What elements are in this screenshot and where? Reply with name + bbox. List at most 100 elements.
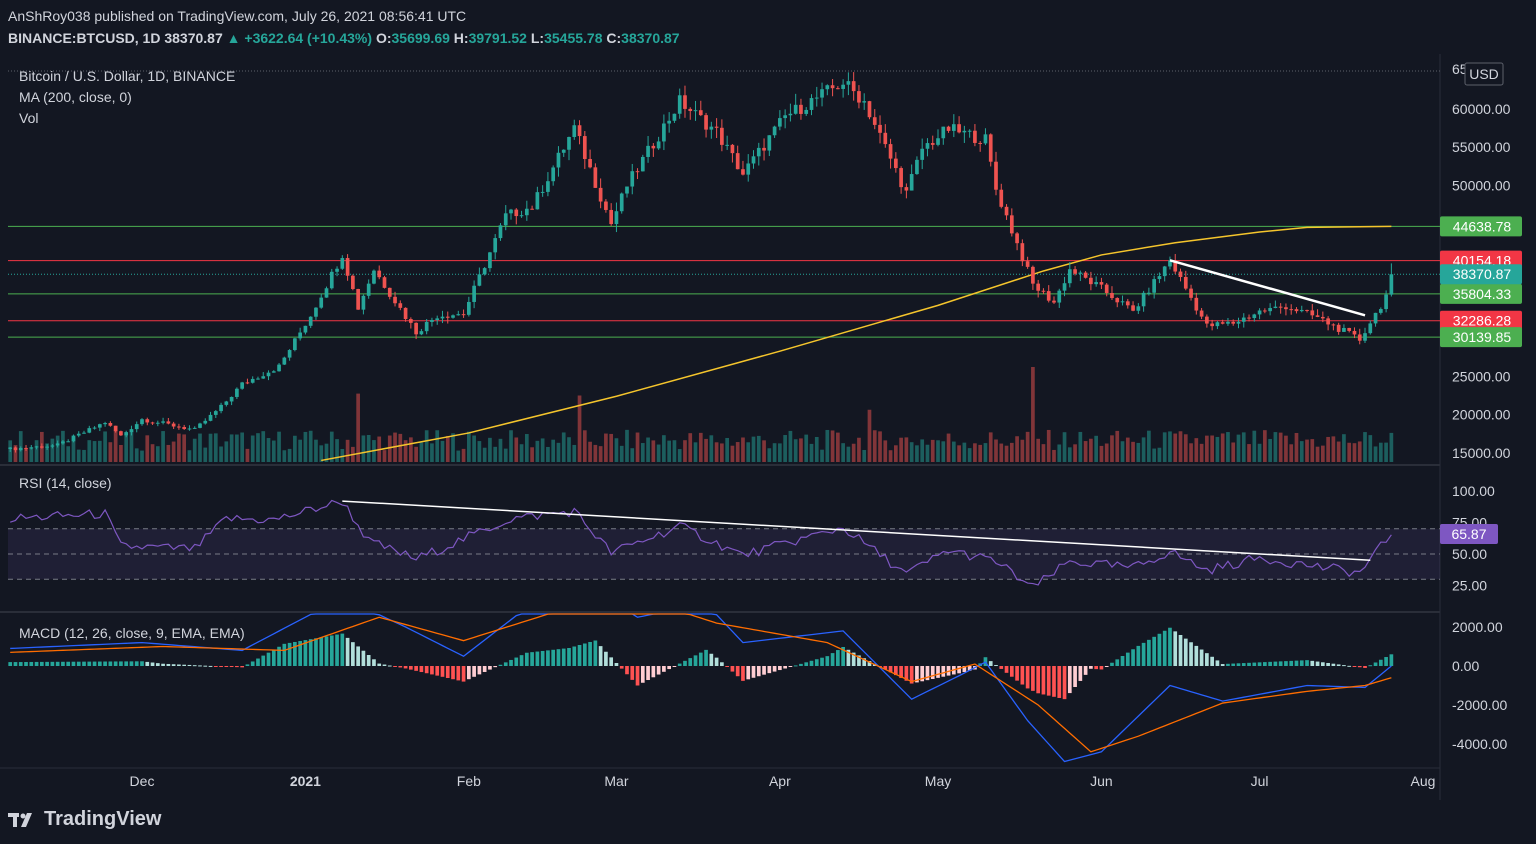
volume-bar [166, 444, 171, 462]
candle-body [625, 186, 629, 194]
macd-histogram-bar [1115, 659, 1120, 666]
volume-bar [646, 437, 650, 462]
candle-body [925, 143, 930, 149]
macd-histogram-bar [893, 666, 898, 676]
macd-histogram-bar [967, 666, 972, 671]
volume-bar [108, 442, 113, 462]
candle-body [182, 427, 187, 429]
candle-body [324, 288, 329, 298]
candle-body [282, 357, 287, 365]
candle-body [851, 81, 856, 92]
volume-bar [904, 437, 909, 462]
candle-body [983, 134, 988, 144]
macd-histogram-bar [567, 648, 571, 666]
volume-bar [314, 439, 318, 462]
macd-histogram-bar [941, 666, 946, 677]
chart-canvas[interactable]: 44638.7840154.1835804.3332286.2830139.85… [0, 54, 1536, 800]
volume-bar [1131, 441, 1135, 462]
time-tick-label: Dec [130, 773, 155, 789]
candle-body [973, 130, 977, 143]
volume-bar [1247, 444, 1251, 462]
macd-tick-label: 0.00 [1452, 658, 1479, 674]
candle-body [440, 316, 445, 319]
macd-histogram-bar [203, 665, 208, 667]
macd-histogram-bar [514, 657, 519, 666]
candle-body [698, 110, 703, 116]
macd-histogram-bar [619, 666, 624, 669]
volume-bar [957, 445, 961, 462]
macd-histogram-bar [34, 661, 39, 666]
macd-histogram-bar [519, 655, 524, 666]
volume-bar [229, 434, 234, 462]
macd-histogram-bar [1205, 653, 1209, 666]
macd-histogram-bar [293, 641, 297, 666]
candle-body [482, 268, 487, 275]
volume-bar [1094, 435, 1099, 462]
candle-body [34, 446, 39, 448]
volume-bar [1363, 432, 1367, 462]
candle-body [1236, 321, 1241, 324]
candle-body [472, 285, 476, 302]
candle-body [1036, 283, 1041, 291]
rsi-tick-label: 50.00 [1452, 546, 1487, 562]
volume-bar [1183, 434, 1188, 462]
volume-bar [662, 435, 666, 462]
macd-histogram-bar [588, 642, 592, 666]
macd-histogram-bar [1347, 665, 1352, 667]
candle-body [1083, 272, 1088, 278]
macd-histogram-bar [1378, 659, 1383, 666]
macd-histogram-bar [1025, 666, 1030, 689]
candle-body [604, 201, 608, 210]
candle-body [762, 147, 766, 151]
volume-bar [614, 438, 619, 462]
macd-histogram-bar [177, 664, 181, 666]
legend-vol: Vol [19, 110, 39, 126]
candle-body [1020, 243, 1025, 262]
macd-histogram-bar [461, 666, 466, 682]
volume-bar [124, 434, 129, 462]
macd-histogram-bar [788, 666, 793, 667]
volume-bar [319, 445, 324, 462]
macd-histogram-bar [1173, 631, 1178, 666]
macd-histogram-bar [862, 658, 867, 666]
candle-body [351, 275, 355, 290]
volume-bar [50, 438, 55, 462]
macd-histogram-bar [551, 649, 556, 666]
volume-bar [261, 431, 266, 462]
volume-bar [530, 447, 534, 462]
price-level-tag [1440, 310, 1522, 331]
macd-histogram-bar [741, 666, 745, 681]
macd-histogram-bar [920, 666, 925, 682]
candle-body [672, 113, 677, 121]
candle-body [662, 123, 666, 142]
volume-bar [883, 440, 888, 462]
publish-info: AnShRoy038 published on TradingView.com,… [8, 8, 467, 24]
macd-histogram-bar [145, 661, 150, 666]
candle-body [535, 192, 540, 210]
candle-body [651, 145, 656, 149]
candle-body [92, 427, 97, 429]
candle-body [124, 432, 129, 436]
candle-body [999, 189, 1004, 207]
volume-bar [219, 446, 223, 462]
macd-histogram-bar [61, 661, 65, 666]
volume-bar [1199, 443, 1204, 462]
legend-ma: MA (200, close, 0) [19, 89, 132, 105]
volume-bar [1384, 442, 1388, 462]
candle-body [1273, 306, 1278, 309]
macd-histogram-bar [171, 664, 176, 666]
volume-bar [709, 435, 714, 462]
candle-body [841, 84, 845, 89]
macd-histogram-bar [820, 657, 824, 666]
volume-bar [1057, 444, 1062, 462]
macd-histogram-bar [635, 666, 640, 686]
tradingview-logo[interactable]: TradingView [8, 808, 161, 831]
volume-bar [92, 441, 97, 462]
volume-bar [1052, 449, 1056, 462]
macd-histogram-bar [767, 666, 772, 674]
candle-body [145, 419, 150, 423]
volume-bar [398, 433, 403, 462]
last-price-label: 38370.87 [1453, 266, 1512, 282]
candle-body [524, 208, 529, 216]
volume-bar [76, 449, 81, 462]
